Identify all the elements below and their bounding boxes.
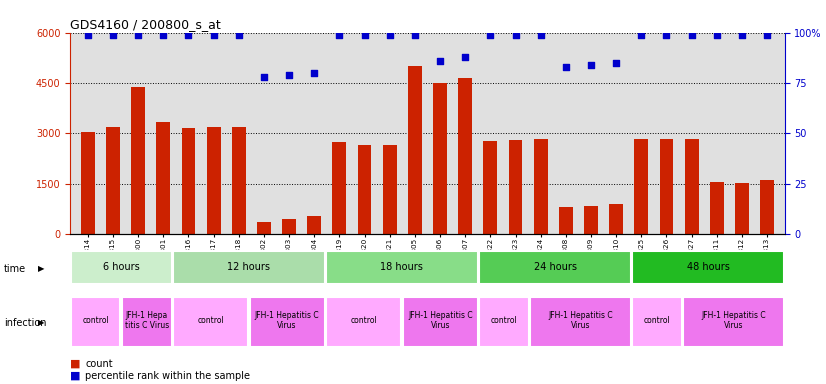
Text: percentile rank within the sample: percentile rank within the sample: [85, 371, 250, 381]
Point: [534, 31, 548, 38]
Point: [358, 31, 371, 38]
Bar: [131, 87, 145, 234]
Text: count: count: [85, 359, 112, 369]
Bar: [206, 127, 221, 234]
Text: JFH-1 Hepatitis C
Virus: JFH-1 Hepatitis C Virus: [254, 311, 320, 330]
Point: [182, 31, 195, 38]
Bar: [282, 219, 296, 234]
Point: [559, 64, 572, 70]
Bar: [479, 252, 631, 284]
Point: [434, 58, 447, 64]
Point: [383, 31, 396, 38]
Text: 18 hours: 18 hours: [381, 262, 424, 272]
Bar: [534, 139, 548, 234]
Bar: [333, 142, 346, 234]
Text: control: control: [83, 316, 109, 325]
Bar: [530, 296, 631, 347]
Bar: [634, 139, 648, 234]
Point: [660, 31, 673, 38]
Bar: [81, 132, 95, 234]
Text: JFH-1 Hepatitis C
Virus: JFH-1 Hepatitis C Virus: [548, 311, 613, 330]
Text: 6 hours: 6 hours: [103, 262, 140, 272]
Bar: [760, 180, 774, 234]
Point: [685, 31, 698, 38]
Bar: [509, 140, 522, 234]
Text: control: control: [643, 316, 671, 325]
Point: [232, 31, 245, 38]
Bar: [156, 122, 170, 234]
Point: [131, 31, 145, 38]
Point: [333, 31, 346, 38]
Bar: [633, 252, 784, 284]
Bar: [106, 127, 120, 234]
Bar: [584, 206, 598, 234]
Bar: [610, 204, 623, 234]
Text: infection: infection: [4, 318, 46, 328]
Bar: [71, 296, 121, 347]
Point: [710, 31, 724, 38]
Text: 24 hours: 24 hours: [534, 262, 577, 272]
Bar: [249, 296, 325, 347]
Bar: [433, 83, 447, 234]
Text: ■: ■: [70, 359, 81, 369]
Bar: [408, 66, 422, 234]
Text: 48 hours: 48 hours: [686, 262, 729, 272]
Bar: [559, 207, 572, 234]
Text: JFH-1 Hepatitis C
Virus: JFH-1 Hepatitis C Virus: [408, 311, 472, 330]
Point: [157, 31, 170, 38]
Point: [735, 31, 748, 38]
Bar: [232, 127, 245, 234]
Point: [610, 60, 623, 66]
Point: [207, 31, 221, 38]
Point: [584, 62, 597, 68]
Point: [509, 31, 522, 38]
Bar: [173, 296, 248, 347]
Text: JFH-1 Hepatitis C
Virus: JFH-1 Hepatitis C Virus: [701, 311, 766, 330]
Point: [307, 70, 320, 76]
Point: [107, 31, 120, 38]
Bar: [685, 139, 699, 234]
Bar: [326, 252, 477, 284]
Point: [408, 31, 421, 38]
Bar: [122, 296, 172, 347]
Bar: [735, 183, 749, 234]
Bar: [182, 128, 196, 234]
Bar: [683, 296, 784, 347]
Bar: [382, 145, 396, 234]
Bar: [633, 296, 682, 347]
Text: ■: ■: [70, 371, 81, 381]
Text: 12 hours: 12 hours: [227, 262, 270, 272]
Point: [761, 31, 774, 38]
Bar: [257, 222, 271, 234]
Bar: [479, 296, 529, 347]
Text: time: time: [4, 264, 26, 274]
Bar: [483, 141, 497, 234]
Text: JFH-1 Hepa
titis C Virus: JFH-1 Hepa titis C Virus: [125, 311, 169, 330]
Point: [484, 31, 497, 38]
Text: ▶: ▶: [38, 318, 45, 327]
Bar: [173, 252, 325, 284]
Point: [258, 74, 271, 80]
Text: control: control: [350, 316, 377, 325]
Point: [81, 31, 94, 38]
Bar: [403, 296, 477, 347]
Point: [634, 31, 648, 38]
Text: control: control: [491, 316, 517, 325]
Bar: [659, 139, 673, 234]
Bar: [710, 182, 724, 234]
Bar: [358, 145, 372, 234]
Point: [458, 54, 472, 60]
Point: [282, 72, 296, 78]
Text: ▶: ▶: [38, 264, 45, 273]
Bar: [71, 252, 172, 284]
Bar: [458, 78, 472, 234]
Bar: [307, 216, 321, 234]
Bar: [326, 296, 401, 347]
Text: GDS4160 / 200800_s_at: GDS4160 / 200800_s_at: [70, 18, 221, 31]
Text: control: control: [197, 316, 224, 325]
